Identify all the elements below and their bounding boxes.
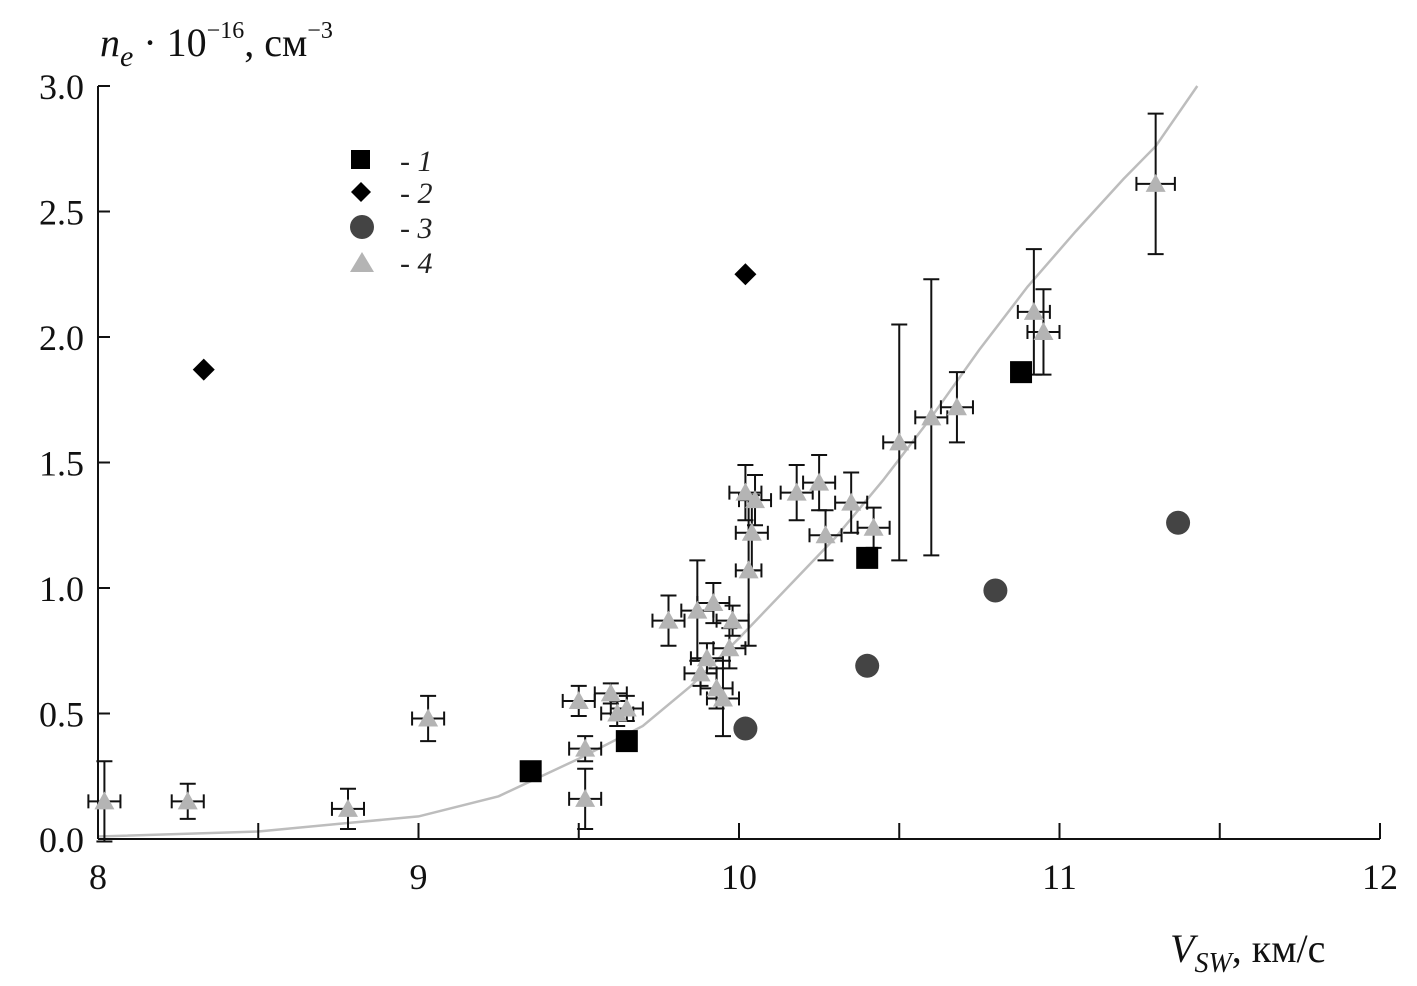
y-tick-label: 1.0: [39, 569, 84, 609]
y-label-unit: , см: [244, 20, 307, 65]
data-point-series-4: [177, 791, 198, 810]
data-point-series-4: [94, 791, 115, 810]
y-label-mult: · 10: [133, 20, 206, 65]
y-label-sub: e: [120, 40, 133, 73]
data-markers: [94, 173, 1191, 817]
x-label-sub: SW: [1194, 948, 1234, 979]
legend-label-4: - 4: [400, 247, 433, 280]
fit-curve: [97, 85, 1199, 838]
y-label-exp: −16: [207, 18, 245, 44]
x-axis-label: VSW, км/с: [1170, 926, 1325, 979]
x-label-unit: , км/с: [1232, 926, 1326, 971]
data-point-series-4: [568, 690, 589, 709]
data-point-series-4: [1033, 321, 1054, 340]
data-point-series-4: [809, 472, 830, 491]
x-label-var: V: [1170, 926, 1199, 971]
data-point-series-4: [722, 610, 743, 629]
data-point-series-4: [690, 663, 711, 682]
data-point-series-4: [607, 703, 628, 722]
data-point-series-4: [921, 407, 942, 426]
data-point-series-4: [741, 522, 762, 541]
data-point-series-4: [1023, 301, 1044, 320]
data-point-series-4: [712, 688, 733, 707]
legend-marker-square: [351, 150, 370, 169]
x-tick-label: 12: [1362, 857, 1398, 897]
axes: 8 9 10 11 12 0.0 0.5 1.0 1.5 2.0 2.5 3.0: [39, 67, 1398, 897]
y-tick-label: 1.5: [39, 444, 84, 484]
legend-label-3: - 3: [400, 212, 433, 245]
data-point-series-4: [616, 698, 637, 717]
data-point-series-4: [786, 482, 807, 501]
y-tick-label: 2.0: [39, 318, 84, 358]
data-point-series-1: [856, 546, 879, 569]
data-point-series-4: [418, 708, 439, 727]
y-label-unit-exp: −3: [307, 18, 333, 44]
data-point-series-4: [863, 517, 884, 536]
data-point-series-4: [815, 525, 836, 544]
x-tick-label: 11: [1042, 857, 1077, 897]
data-point-series-4: [575, 738, 596, 757]
data-point-series-4: [687, 600, 708, 619]
x-tick-label: 8: [89, 857, 107, 897]
y-label-var: n: [100, 20, 120, 65]
data-point-series-4: [600, 683, 621, 702]
legend: - 1 - 2 - 3 - 4: [350, 145, 433, 280]
data-point-series-2: [192, 358, 215, 381]
fit-curve-layer: [97, 85, 1199, 838]
y-tick-label: 3.0: [39, 67, 84, 107]
data-point-series-3: [733, 716, 758, 741]
data-point-series-4: [575, 788, 596, 807]
data-point-series-4: [719, 638, 740, 657]
data-point-series-3: [1166, 510, 1191, 535]
data-point-series-4: [703, 593, 724, 612]
y-axis-label: ne · 10−16, см−3: [100, 18, 333, 73]
x-tick-label: 9: [410, 857, 428, 897]
data-point-series-4: [841, 492, 862, 511]
data-point-series-3: [855, 653, 880, 678]
data-point-series-4: [337, 798, 358, 817]
data-point-series-4: [1145, 173, 1166, 192]
data-point-series-4: [696, 648, 717, 667]
legend-label-1: - 1: [400, 145, 433, 178]
data-point-series-4: [745, 490, 766, 509]
data-point-series-4: [738, 560, 759, 579]
data-point-series-1: [519, 760, 542, 783]
x-tick-label: 10: [721, 857, 757, 897]
y-tick-label: 0.0: [39, 820, 84, 860]
data-point-series-4: [735, 482, 756, 501]
data-point-series-1: [615, 730, 638, 753]
legend-marker-triangle: [350, 252, 374, 272]
legend-label-2: - 2: [400, 177, 433, 210]
legend-marker-circle: [350, 215, 374, 239]
data-point-series-3: [983, 578, 1008, 603]
data-point-series-2: [734, 263, 757, 286]
data-point-series-4: [889, 432, 910, 451]
data-point-series-1: [1010, 361, 1033, 384]
y-tick-label: 0.5: [39, 695, 84, 735]
y-tick-label: 2.5: [39, 193, 84, 233]
data-point-series-4: [658, 610, 679, 629]
data-point-series-4: [946, 397, 967, 416]
legend-marker-diamond: [351, 182, 371, 202]
